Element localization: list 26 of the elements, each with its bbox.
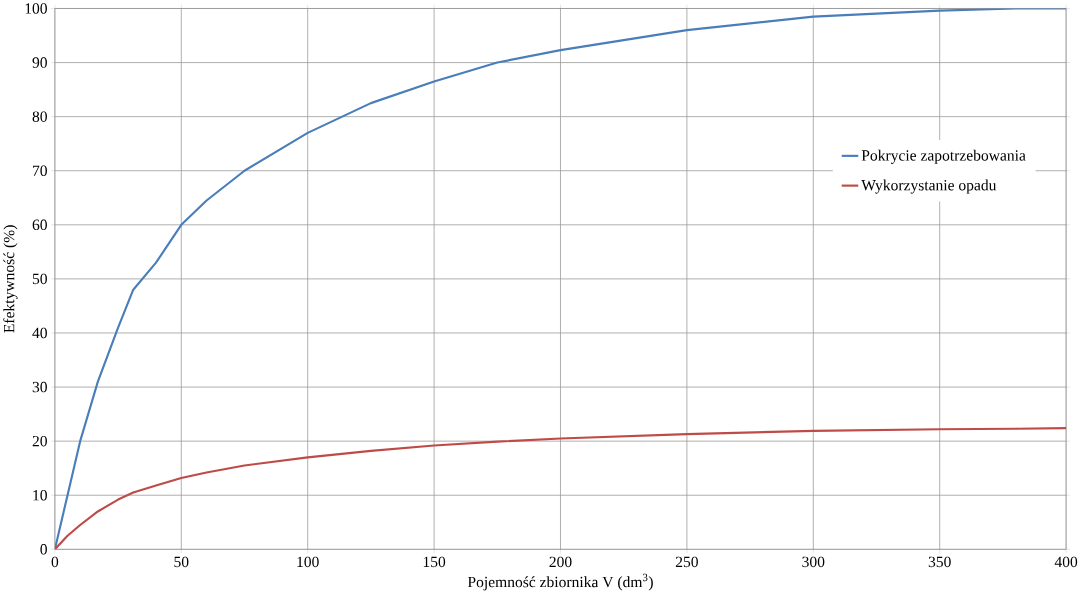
x-tick-label: 150 <box>423 556 446 568</box>
y-tick-label: 50 <box>32 273 47 285</box>
x-tick-label: 50 <box>174 556 189 568</box>
y-tick-label: 20 <box>32 436 47 447</box>
y-axis-title: Efektywność (%) <box>3 225 18 333</box>
legend-label: Wykorzystanie opadu <box>861 179 997 194</box>
line-series <box>54 427 1067 550</box>
x-tick-label: 250 <box>675 556 698 568</box>
x-tick-label: 200 <box>549 556 572 568</box>
legend-label: Pokrycie zapotrzebowania <box>861 149 1026 165</box>
x-tick-label: 0 <box>51 556 59 568</box>
y-tick-label: 70 <box>33 165 47 177</box>
y-tick-label: 100 <box>25 3 47 14</box>
y-tick-label: 0 <box>40 544 47 555</box>
x-tick-label: 100 <box>297 556 319 568</box>
x-tick-label: 350 <box>928 556 951 568</box>
line-series <box>54 8 1067 550</box>
y-tick-label: 10 <box>33 490 47 501</box>
x-tick-label: 400 <box>1054 556 1078 568</box>
x-axis-title: Pojemność zbiornika V (dm$^{3}$) <box>467 573 653 591</box>
y-tick-label: 90 <box>32 57 47 68</box>
x-tick-label: 300 <box>802 556 825 568</box>
y-tick-label: 80 <box>32 111 47 123</box>
y-tick-label: 30 <box>32 381 47 393</box>
y-tick-label: 40 <box>32 327 47 339</box>
y-tick-label: 60 <box>32 219 47 231</box>
